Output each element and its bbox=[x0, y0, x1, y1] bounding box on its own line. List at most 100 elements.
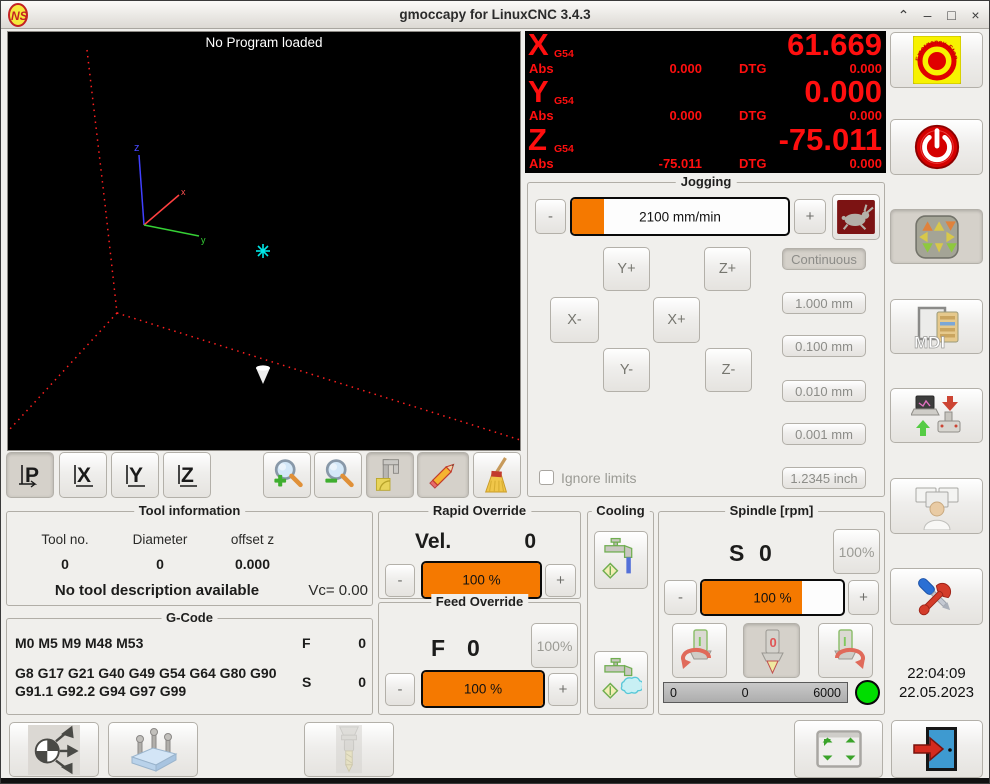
coord-system: G54 bbox=[554, 95, 574, 108]
estop-button[interactable]: Emergency-Stop bbox=[890, 32, 983, 88]
spindle-override-value: 100 % bbox=[753, 590, 792, 605]
feed-override-slider[interactable]: 100 % bbox=[421, 670, 545, 708]
dro-panel[interactable]: X G54 61.669 Abs 0.000 DTG 0.000 Y G54 0… bbox=[525, 27, 886, 173]
rapid-minus-button[interactable]: - bbox=[385, 564, 415, 597]
abs-value: -75.011 bbox=[658, 155, 702, 171]
shade-button[interactable]: ⌃ bbox=[897, 6, 910, 23]
jogging-title: Jogging bbox=[675, 174, 737, 189]
axis-letter: Z bbox=[528, 121, 547, 157]
f-label: F bbox=[302, 635, 311, 651]
touch-off-button[interactable] bbox=[9, 722, 99, 777]
view-perspective-button[interactable]: P bbox=[6, 452, 54, 498]
rapid-plus-button[interactable]: + bbox=[545, 564, 576, 597]
jog-speed-slider[interactable]: 2100 mm/min bbox=[570, 197, 790, 236]
dtg-label: DTG bbox=[739, 108, 767, 124]
window-controls: ⌃ – □ × bbox=[896, 1, 983, 29]
tool-change-button[interactable] bbox=[304, 722, 394, 777]
jog-x-plus-button[interactable]: X+ bbox=[653, 297, 700, 343]
spindle-minus-button[interactable]: - bbox=[664, 580, 697, 615]
jog-pad-icon bbox=[914, 214, 959, 259]
axis-value: -75.011 bbox=[778, 121, 882, 157]
f-value: 0 bbox=[358, 635, 366, 651]
rabbit-icon bbox=[837, 200, 875, 234]
spindle-letter: S bbox=[729, 540, 745, 566]
view-x-button[interactable]: X bbox=[59, 452, 107, 498]
tools-icon bbox=[917, 577, 951, 615]
svg-text:y: y bbox=[201, 235, 206, 245]
abs-value: 0.000 bbox=[669, 61, 702, 76]
dtg-label: DTG bbox=[739, 61, 767, 76]
spindle-ccw-button[interactable]: I bbox=[672, 623, 727, 678]
dtg-value: 0.000 bbox=[849, 61, 882, 76]
minimize-button[interactable]: – bbox=[923, 7, 932, 23]
offset-z-value: 0.000 bbox=[234, 556, 271, 572]
zoom-out-button[interactable] bbox=[314, 452, 362, 498]
svg-text:P: P bbox=[25, 464, 39, 487]
spindle-cw-button[interactable]: I bbox=[818, 623, 873, 678]
spindle-override-slider[interactable]: 100 % bbox=[700, 579, 845, 616]
ignore-limits-checkbox[interactable] bbox=[539, 470, 554, 485]
feed-value: 0 bbox=[467, 635, 480, 661]
tool-info-frame: Tool information Tool no. Diameter offse… bbox=[6, 503, 373, 606]
exit-door-icon bbox=[913, 727, 957, 771]
mode-manual-button[interactable] bbox=[890, 209, 983, 264]
caliper-icon bbox=[375, 459, 399, 491]
spindle-stop-button[interactable]: 0 bbox=[743, 623, 800, 678]
fullscreen-button[interactable] bbox=[794, 720, 883, 778]
increment-01mm-button[interactable]: 0.100 mm bbox=[782, 335, 866, 357]
jog-speed-minus-button[interactable]: - bbox=[535, 199, 566, 234]
feed-fill bbox=[423, 672, 543, 706]
exit-button[interactable] bbox=[891, 720, 983, 778]
settings-operator-button[interactable] bbox=[890, 478, 983, 534]
jog-x-minus-button[interactable]: X- bbox=[550, 297, 599, 343]
window-bottom-edge bbox=[1, 778, 989, 783]
spindle-ccw-icon: I bbox=[680, 628, 712, 669]
velocity-label: Vel. bbox=[415, 530, 452, 553]
view-y-button[interactable]: Y bbox=[111, 452, 159, 498]
feed-minus-button[interactable]: - bbox=[385, 673, 415, 706]
zoom-in-button[interactable] bbox=[263, 452, 311, 498]
rpm-min: 0 bbox=[670, 685, 677, 700]
feed-reset-button[interactable]: 100% bbox=[531, 623, 578, 668]
estop-icon: Emergency-Stop bbox=[912, 36, 961, 84]
jog-speed-plus-button[interactable]: + bbox=[794, 199, 826, 234]
clock: 22:04:09 22.05.2023 bbox=[890, 665, 983, 703]
touch-plate-button[interactable] bbox=[108, 722, 198, 777]
spindle-plus-button[interactable]: + bbox=[848, 580, 879, 615]
svg-text:MDI: MDI bbox=[914, 333, 945, 350]
feed-plus-button[interactable]: + bbox=[548, 673, 578, 706]
jog-z-minus-button[interactable]: Z- bbox=[705, 348, 752, 392]
increment-0001mm-button[interactable]: 0.001 mm bbox=[782, 423, 866, 445]
rapid-override-frame: Rapid Override Vel. 0 - 100 % + bbox=[378, 503, 581, 599]
coord-system: G54 bbox=[554, 48, 574, 60]
jog-y-minus-button[interactable]: Y- bbox=[603, 348, 650, 392]
machine-on-button[interactable] bbox=[890, 119, 983, 175]
dtg-value: 0.000 bbox=[849, 155, 882, 171]
increment-001mm-button[interactable]: 0.010 mm bbox=[782, 380, 866, 402]
jog-speed-fast-button[interactable] bbox=[832, 194, 880, 240]
increment-1mm-button[interactable]: 1.000 mm bbox=[782, 292, 866, 314]
mode-auto-button[interactable] bbox=[890, 388, 983, 443]
clear-plot-button[interactable] bbox=[473, 452, 521, 498]
view-z-button[interactable]: Z bbox=[163, 452, 211, 498]
tool-settings-button[interactable] bbox=[890, 568, 983, 625]
close-button[interactable]: × bbox=[971, 7, 980, 23]
svg-text:Y: Y bbox=[129, 464, 143, 487]
show-dimensions-button[interactable] bbox=[366, 452, 414, 498]
operator-icon bbox=[915, 487, 958, 530]
jog-y-plus-button[interactable]: Y+ bbox=[603, 247, 650, 291]
svg-text:x: x bbox=[181, 187, 186, 197]
draw-path-button[interactable] bbox=[417, 452, 469, 498]
mode-mdi-button[interactable]: MDI bbox=[890, 299, 983, 354]
feed-override-frame: Feed Override F 0 100% - 100 % + bbox=[378, 594, 581, 715]
gremlin-preview[interactable]: z x y No Program loaded bbox=[1, 31, 534, 451]
active-gcodes: G8 G17 G21 G40 G49 G54 G64 G80 G90 G91.1… bbox=[15, 665, 277, 699]
axis-letter: X bbox=[528, 27, 549, 62]
increment-inch-button[interactable]: 1.2345 inch bbox=[782, 467, 866, 489]
spindle-reset-button[interactable]: 100% bbox=[833, 529, 880, 574]
mist-button[interactable] bbox=[594, 531, 648, 589]
maximize-button[interactable]: □ bbox=[947, 7, 956, 23]
flood-button[interactable] bbox=[594, 651, 648, 709]
jog-z-plus-button[interactable]: Z+ bbox=[704, 247, 751, 291]
increment-continuous-button[interactable]: Continuous bbox=[782, 248, 866, 270]
